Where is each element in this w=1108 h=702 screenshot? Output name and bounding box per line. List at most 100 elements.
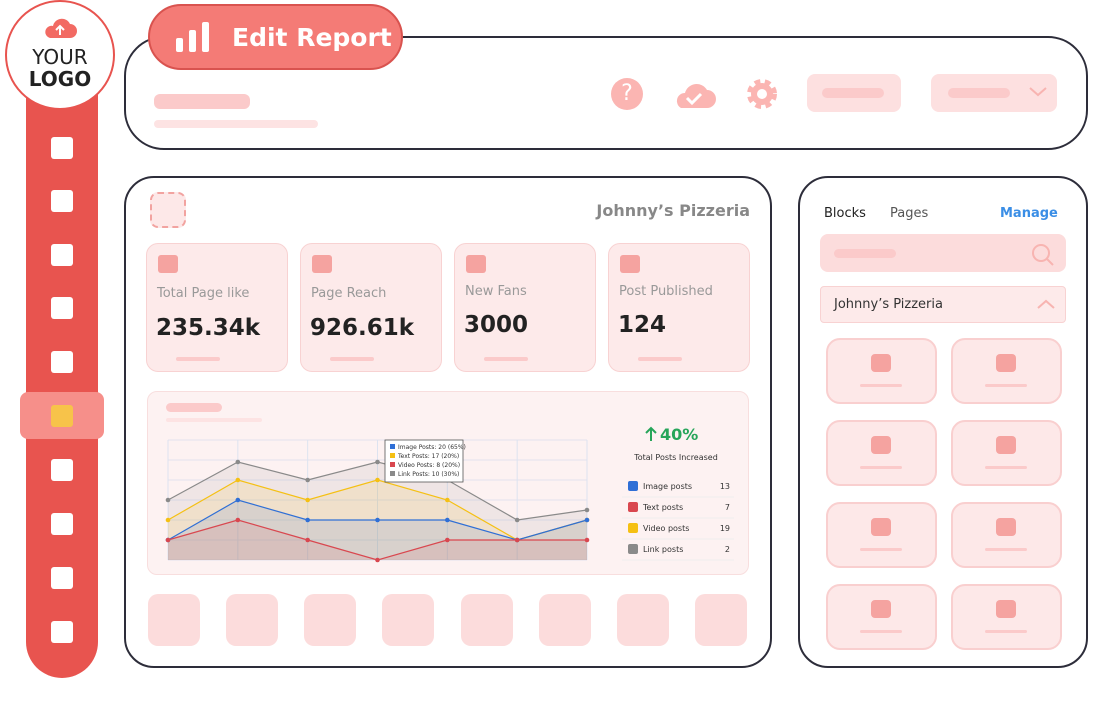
nav-icon [51,190,73,212]
tooltip-text: Image Posts: 20 (65%) [398,444,466,451]
legend-swatch [628,481,638,491]
placeholder [330,357,374,361]
nav-icon [51,297,73,319]
tooltip-text: Video Posts: 8 (20%) [398,462,460,469]
widget-placeholder [148,594,200,646]
legend-name: Text posts [642,503,683,512]
stat-value: 3000 [464,312,529,338]
legend-swatch [628,502,638,512]
widget-placeholder [226,594,278,646]
chevron [1029,87,1047,97]
manage-link[interactable]: Manage [1000,206,1058,221]
stat-value: 124 [618,312,667,338]
legend-value: 2 [725,545,730,554]
data-point [445,517,450,523]
widget-placeholder [382,594,434,646]
series-area [168,520,587,560]
blocks-panel [798,176,1088,668]
placeholder [822,88,884,98]
placeholder [154,120,318,128]
series-area [168,500,587,560]
chart-icon [176,22,209,52]
logo-text: LOGO [28,67,92,91]
placeholder [860,384,902,387]
block-icon [996,518,1016,536]
dropdown[interactable]: Johnny’s Pizzeria [820,286,1066,323]
placeholder [985,466,1027,469]
tab[interactable]: Pages [890,206,929,221]
tooltip-swatch [390,453,395,458]
legend-name: Image posts [643,482,692,491]
stat-icon [620,255,640,273]
data-point [235,459,241,465]
data-point [165,517,171,523]
placeholder [985,630,1027,633]
block-icon [871,518,891,536]
nav-icon [51,567,73,589]
placeholder [154,94,250,109]
legend-value: 7 [725,503,730,512]
placeholder [166,403,222,412]
data-point [375,477,380,483]
report-panel [124,176,772,668]
settings-icon[interactable] [746,78,778,110]
placeholder [985,384,1027,387]
widget-placeholder [539,594,591,646]
placeholder [484,357,528,361]
block-icon [871,600,891,618]
data-point [445,497,450,503]
data-point [165,497,171,503]
widget-placeholder [304,594,356,646]
widget-placeholder [695,594,747,646]
data-point [514,537,520,543]
legend-name: Link posts [643,545,683,554]
data-point [305,537,310,543]
legend-value: 19 [720,524,730,533]
header [124,36,1088,150]
data-point [514,517,520,523]
logo-icon [45,18,77,38]
data-point [375,517,380,523]
block-icon [996,600,1016,618]
placeholder [985,548,1027,551]
data-point [235,497,241,503]
tooltip-swatch [390,462,395,467]
stat-icon [158,255,178,273]
block-icon [996,436,1016,454]
increase-label: Total Posts Increased [633,453,718,462]
nav-icon [51,351,73,373]
block-icon [871,436,891,454]
up-arrow [645,426,657,441]
placeholder [834,249,896,258]
stat-icon [312,255,332,273]
data-point [584,537,590,543]
nav-icon [51,513,73,535]
stat-label: Post Published [619,284,713,299]
placeholder [176,357,220,361]
data-point [305,497,310,503]
nav-icon [51,244,73,266]
placeholder [860,466,902,469]
tooltip-swatch [390,444,395,449]
data-point [235,477,241,483]
widget-placeholder [461,594,513,646]
cloud-icon[interactable] [671,78,717,110]
data-point [584,507,590,513]
stat-label: New Fans [465,284,527,299]
block-icon [871,354,891,372]
search-icon [1032,244,1054,266]
tooltip-text: Text Posts: 17 (20%) [397,453,459,460]
help-icon[interactable]: ? [611,78,643,110]
upload-icon[interactable] [150,192,186,228]
logo-text: YOUR [32,45,88,69]
placeholder [860,630,902,633]
stat-label: Total Page like [157,286,250,301]
nav-icon [51,621,73,643]
data-point [375,557,380,563]
stat-value: 926.61k [310,315,415,341]
legend-value: 13 [720,482,730,491]
tooltip-text: Link Posts: 10 (30%) [398,471,459,478]
tab[interactable]: Blocks [824,206,866,221]
